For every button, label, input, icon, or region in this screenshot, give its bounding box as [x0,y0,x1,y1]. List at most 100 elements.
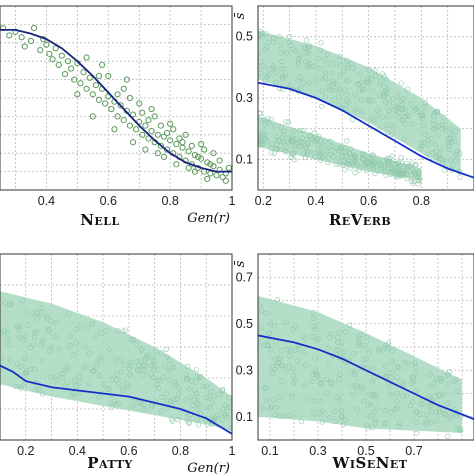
data-point [106,346,112,353]
data-point [295,358,301,364]
data-point [431,126,437,132]
data-point [153,348,159,354]
data-point [424,412,430,418]
data-point [149,403,155,409]
data-point [405,113,411,119]
data-point [359,386,365,392]
data-point [371,117,377,123]
data-point [298,52,304,58]
data-point [336,94,342,100]
data-point [452,138,458,144]
data-point [197,155,205,162]
data-point [369,97,375,104]
data-point [194,400,200,406]
data-point [148,128,155,135]
data-point [400,106,406,112]
data-point [295,346,301,352]
data-point [349,391,356,398]
data-point [324,376,330,383]
data-point [98,357,104,363]
data-point [325,159,331,166]
data-point [310,309,316,316]
data-point [413,430,420,436]
data-point [290,326,296,333]
data-point [291,365,297,372]
data-point [333,347,339,353]
trend-curve [0,364,232,435]
data-point [191,151,198,159]
data-point [453,151,459,158]
data-point [434,109,441,116]
data-point [43,41,50,48]
data-point [223,412,229,418]
data-point [283,319,290,325]
data-point [133,126,140,133]
data-point [333,161,340,167]
data-point [141,366,147,373]
panel-reverb: 0.2 0.4 0.6 0.8 0.1 0.3 0.5 s̄ ReVerb [233,5,474,229]
data-point [346,161,352,167]
data-point [455,426,461,432]
data-point [266,71,272,78]
data-point [349,368,355,374]
data-point [160,374,166,380]
data-point [385,340,392,346]
data-point [208,418,214,424]
data-point [385,345,391,351]
data-point [194,374,200,380]
data-point [129,111,137,118]
data-point [318,40,324,46]
data-point [280,72,286,79]
data-point [356,339,362,345]
data-point [354,384,360,391]
data-point [89,365,95,371]
data-point [364,422,370,428]
data-point [357,331,364,338]
data-point [300,127,306,134]
data-point [391,162,397,168]
data-point [299,135,305,141]
data-point [193,367,200,373]
data-point [120,386,126,392]
data-point [143,355,149,361]
y-tick-label: 0.5 [236,30,253,44]
data-point [274,404,280,411]
data-point [302,44,308,50]
data-point [435,132,441,138]
data-point [339,340,345,346]
data-point [394,390,401,396]
data-point [77,323,83,329]
data-point [200,384,206,390]
data-point [449,139,455,145]
data-point [266,330,273,336]
data-point [261,386,267,392]
data-point [120,116,127,124]
data-point [408,381,414,387]
data-point [313,371,319,377]
data-point [263,138,270,144]
data-point [155,367,161,373]
data-point [355,81,362,87]
data-point [390,96,396,102]
data-point [311,130,317,136]
data-point [203,404,210,410]
data-point [286,363,292,369]
data-point [206,395,212,402]
data-point [329,70,335,76]
data-point [383,156,390,163]
data-point [77,80,84,87]
data-point [302,336,308,342]
data-point [438,378,445,384]
data-point [58,52,65,59]
data-point [162,363,168,369]
data-point [138,347,145,353]
data-point [403,169,409,175]
data-point [403,166,410,172]
data-point [328,331,334,337]
data-point [186,386,192,392]
data-point [316,133,322,140]
data-point [159,350,165,356]
data-point [143,352,150,358]
data-point [264,342,270,348]
data-point [311,63,317,69]
